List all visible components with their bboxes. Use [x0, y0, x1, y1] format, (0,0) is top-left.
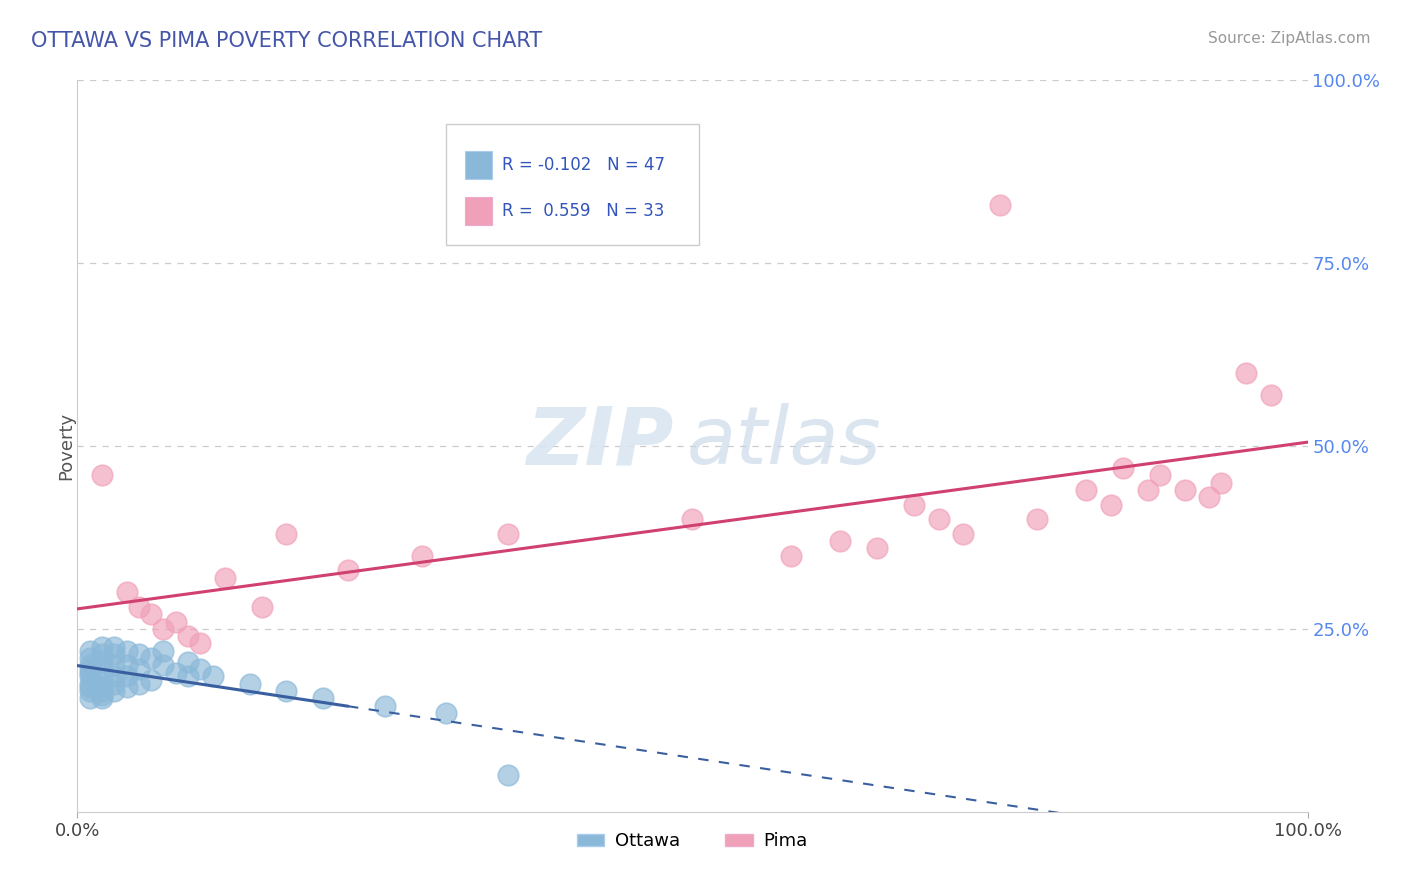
Text: R =  0.559   N = 33: R = 0.559 N = 33: [502, 202, 664, 220]
Point: [1260, 388, 1282, 402]
Legend: Ottawa, Pima: Ottawa, Pima: [569, 825, 815, 857]
Point: [1026, 512, 1049, 526]
Point: [436, 706, 458, 720]
Point: [188, 636, 212, 650]
Point: [780, 549, 803, 563]
Point: [152, 622, 174, 636]
Point: [866, 541, 889, 556]
Point: [79, 669, 101, 683]
Point: [79, 681, 101, 695]
Point: [103, 684, 125, 698]
Point: [90, 688, 114, 702]
Point: [250, 599, 273, 614]
Text: R = -0.102   N = 47: R = -0.102 N = 47: [502, 156, 665, 174]
Point: [177, 629, 200, 643]
Point: [128, 662, 150, 676]
Point: [90, 648, 114, 662]
Point: [115, 681, 138, 695]
Point: [830, 534, 852, 549]
Point: [496, 768, 519, 782]
Point: [79, 644, 101, 658]
Point: [201, 669, 224, 683]
Point: [141, 673, 163, 687]
Text: Source: ZipAtlas.com: Source: ZipAtlas.com: [1208, 31, 1371, 46]
Point: [952, 526, 974, 541]
Point: [103, 669, 125, 683]
Point: [79, 665, 101, 680]
Point: [1174, 483, 1197, 497]
Point: [115, 658, 138, 673]
Point: [496, 526, 519, 541]
Point: [903, 498, 925, 512]
Bar: [465, 197, 492, 225]
Point: [165, 615, 187, 629]
Point: [79, 658, 101, 673]
Point: [103, 676, 125, 690]
Point: [79, 684, 101, 698]
Point: [90, 655, 114, 669]
Y-axis label: Poverty: Poverty: [58, 412, 75, 480]
Point: [90, 673, 114, 687]
Point: [90, 684, 114, 698]
Point: [79, 676, 101, 690]
Point: [1198, 490, 1220, 504]
Point: [128, 599, 150, 614]
Point: [165, 665, 187, 680]
FancyBboxPatch shape: [447, 124, 699, 244]
Point: [90, 662, 114, 676]
Point: [1149, 468, 1171, 483]
Point: [115, 669, 138, 683]
Text: atlas: atlas: [686, 403, 882, 482]
Point: [276, 526, 298, 541]
Text: OTTAWA VS PIMA POVERTY CORRELATION CHART: OTTAWA VS PIMA POVERTY CORRELATION CHART: [31, 31, 543, 51]
Point: [115, 644, 138, 658]
Point: [374, 698, 396, 713]
Point: [276, 684, 298, 698]
Point: [312, 691, 335, 706]
Point: [90, 681, 114, 695]
Point: [411, 549, 433, 563]
Point: [1136, 483, 1159, 497]
Point: [1234, 366, 1257, 380]
Point: [115, 585, 138, 599]
Point: [188, 662, 212, 676]
Point: [103, 648, 125, 662]
Point: [103, 658, 125, 673]
Point: [128, 648, 150, 662]
Point: [1099, 498, 1122, 512]
Point: [239, 676, 262, 690]
Point: [141, 607, 163, 622]
Point: [152, 658, 174, 673]
Point: [90, 640, 114, 655]
Text: ZIP: ZIP: [526, 403, 673, 482]
Point: [682, 512, 704, 526]
Point: [177, 669, 200, 683]
Point: [90, 468, 114, 483]
Point: [79, 691, 101, 706]
Point: [141, 651, 163, 665]
Point: [928, 512, 950, 526]
Point: [1112, 461, 1135, 475]
Point: [128, 676, 150, 690]
Point: [337, 563, 360, 577]
Point: [214, 571, 236, 585]
Point: [152, 644, 174, 658]
Point: [177, 655, 200, 669]
Point: [988, 197, 1011, 211]
Bar: [465, 152, 492, 179]
Point: [79, 651, 101, 665]
Point: [90, 691, 114, 706]
Point: [1076, 483, 1098, 497]
Point: [103, 640, 125, 655]
Point: [79, 662, 101, 676]
Point: [1211, 475, 1233, 490]
